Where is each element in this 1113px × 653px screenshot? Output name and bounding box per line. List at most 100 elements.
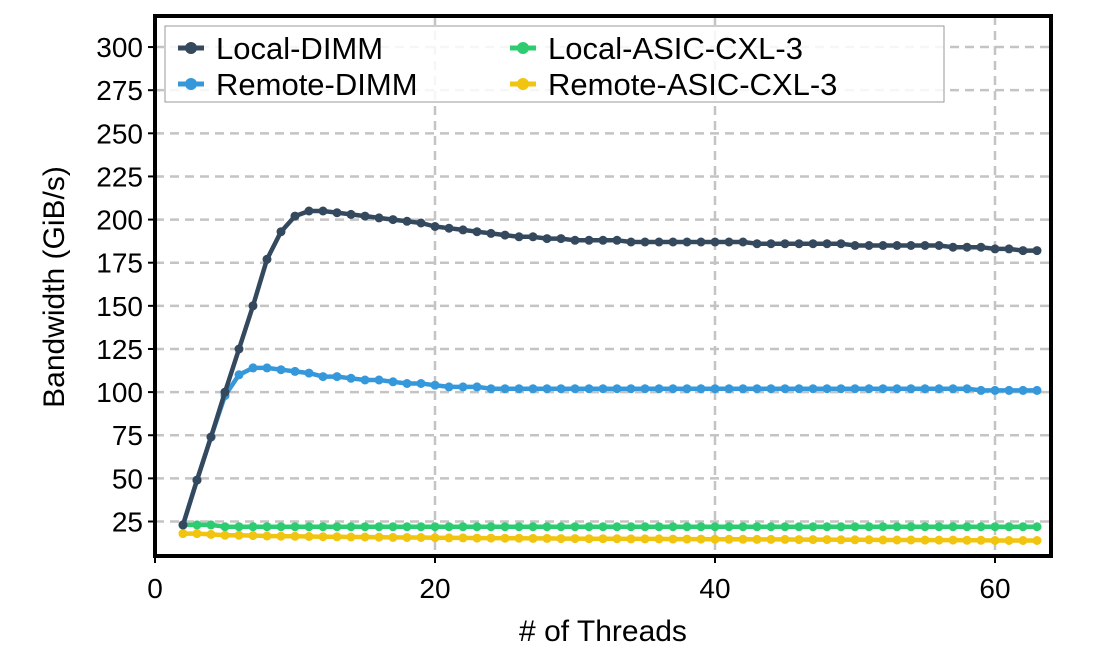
data-point	[290, 366, 300, 376]
y-tick-label: 125	[96, 334, 143, 365]
data-point	[640, 384, 650, 394]
data-point	[346, 522, 356, 532]
data-point	[388, 522, 398, 532]
data-point	[388, 532, 398, 542]
legend-box	[164, 25, 945, 103]
data-point	[1004, 244, 1014, 254]
data-point	[696, 534, 706, 544]
data-point	[836, 384, 846, 394]
data-point	[500, 230, 510, 240]
data-point	[822, 239, 832, 249]
data-point	[192, 475, 202, 485]
series-group	[178, 206, 1042, 545]
data-point	[1032, 536, 1042, 545]
data-point	[514, 384, 524, 394]
data-point	[570, 235, 580, 245]
data-point	[486, 533, 496, 543]
data-point	[556, 234, 566, 244]
data-point	[906, 384, 916, 394]
data-point	[1032, 385, 1042, 395]
y-tick-label: 225	[96, 161, 143, 192]
data-point	[864, 522, 874, 532]
data-point	[626, 384, 636, 394]
data-point	[304, 522, 314, 532]
data-point	[528, 384, 538, 394]
data-point	[976, 385, 986, 395]
data-point	[402, 533, 412, 542]
legend-item: Remote-ASIC-CXL-3	[510, 67, 837, 102]
data-point	[514, 522, 524, 532]
data-point	[990, 385, 1000, 395]
data-point	[192, 520, 202, 530]
series-local-asic-cxl-3	[178, 520, 1042, 532]
data-point	[598, 235, 608, 245]
data-point	[514, 232, 524, 242]
data-point	[304, 206, 314, 216]
data-point	[710, 522, 720, 532]
data-point	[836, 535, 846, 545]
data-point	[976, 535, 986, 545]
legend-label: Remote-ASIC-CXL-3	[548, 67, 837, 102]
data-point	[1004, 522, 1014, 532]
data-point	[780, 522, 790, 532]
data-point	[724, 534, 734, 544]
data-point	[738, 237, 748, 247]
data-point	[948, 535, 958, 545]
data-point	[542, 522, 552, 532]
data-point	[626, 237, 636, 247]
data-point	[234, 344, 244, 354]
data-point	[920, 535, 930, 545]
data-point	[752, 239, 762, 249]
data-point	[584, 384, 594, 394]
data-point	[528, 522, 538, 532]
data-point	[276, 365, 286, 375]
data-point	[724, 522, 734, 532]
data-point	[682, 522, 692, 532]
data-point	[290, 531, 300, 541]
y-tick-label: 250	[96, 118, 143, 149]
data-point	[304, 368, 314, 378]
data-point	[220, 522, 230, 532]
data-point	[318, 522, 328, 532]
data-point	[360, 532, 370, 542]
data-point	[318, 372, 328, 382]
legend-swatch-marker	[185, 42, 197, 54]
y-tick-label: 25	[112, 506, 143, 537]
data-point	[374, 213, 384, 223]
data-point	[780, 384, 790, 394]
data-point	[976, 242, 986, 252]
data-point	[948, 242, 958, 252]
data-point	[374, 522, 384, 532]
data-point	[654, 534, 664, 544]
data-point	[1018, 536, 1028, 545]
legend-label: Local-ASIC-CXL-3	[548, 31, 803, 66]
data-point	[430, 533, 440, 543]
data-point	[808, 384, 818, 394]
data-point	[710, 237, 720, 247]
data-point	[206, 529, 216, 539]
data-point	[934, 384, 944, 394]
data-point	[458, 522, 468, 532]
data-point	[724, 384, 734, 394]
data-point	[822, 522, 832, 532]
data-point	[920, 241, 930, 250]
data-point	[990, 536, 1000, 545]
data-point	[444, 223, 454, 233]
data-point	[612, 235, 622, 245]
data-point	[612, 384, 622, 394]
data-point	[500, 533, 510, 543]
data-point	[752, 534, 762, 544]
data-point	[360, 375, 370, 385]
data-point	[654, 384, 664, 394]
y-tick-label: 175	[96, 248, 143, 279]
data-point	[318, 532, 328, 542]
data-point	[906, 535, 916, 545]
data-point	[948, 384, 958, 394]
data-point	[192, 529, 202, 539]
data-point	[276, 531, 286, 541]
data-point	[458, 533, 468, 543]
data-point	[458, 382, 468, 392]
data-point	[430, 380, 440, 390]
